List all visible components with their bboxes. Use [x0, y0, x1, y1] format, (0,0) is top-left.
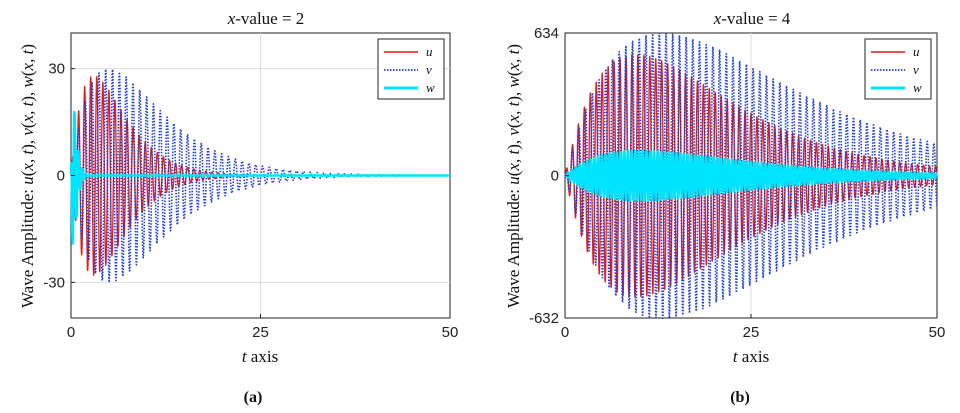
legend-label-u: u — [426, 44, 433, 59]
legend-label-w: w — [426, 80, 435, 95]
x-tick-label: 25 — [252, 324, 269, 341]
y-tick-label: 0 — [551, 168, 559, 185]
x-tick-label: 0 — [67, 324, 75, 341]
x-tick-label: 25 — [743, 324, 760, 341]
chart-title: x-value = 2 — [227, 9, 305, 28]
x-tick-label: 50 — [929, 324, 946, 341]
x-tick-label: 0 — [561, 324, 569, 341]
series-group — [69, 68, 452, 284]
chart-title: x-value = 4 — [713, 9, 791, 28]
legend-label-v: v — [913, 62, 919, 77]
panel-caption: (a) — [244, 389, 263, 406]
series-line-w — [563, 149, 939, 202]
y-axis-label: Wave Amplitude: u(x, t), v(x, t), w(x, t… — [504, 44, 523, 308]
y-tick-label: -30 — [43, 274, 65, 291]
tick-labels: 0 25 50 -30 0 30 — [43, 61, 458, 341]
y-axis-label: Wave Amplitude: u(x, t), v(x, t), w(x, t… — [18, 44, 37, 308]
legend: uvw — [864, 38, 932, 100]
y-tick-label: -632 — [529, 310, 559, 327]
chart-panel-a: x-value = 2 0 25 50 -30 0 30 Wave Amplitude: … — [18, 9, 458, 406]
legend: uvw — [377, 38, 445, 100]
x-tick-label: 50 — [442, 324, 459, 341]
y-tick-label: 634 — [534, 25, 559, 42]
panel-caption: (b) — [730, 389, 750, 406]
legend-label-u: u — [913, 44, 920, 59]
x-axis-label: t axis — [733, 347, 769, 366]
y-tick-label: 30 — [48, 61, 65, 78]
y-tick-label: 0 — [57, 168, 65, 185]
x-axis-label: t axis — [242, 347, 278, 366]
series-line-w — [69, 110, 452, 245]
legend-label-v: v — [426, 62, 432, 77]
legend-label-w: w — [913, 80, 922, 95]
series-group — [563, 32, 939, 320]
